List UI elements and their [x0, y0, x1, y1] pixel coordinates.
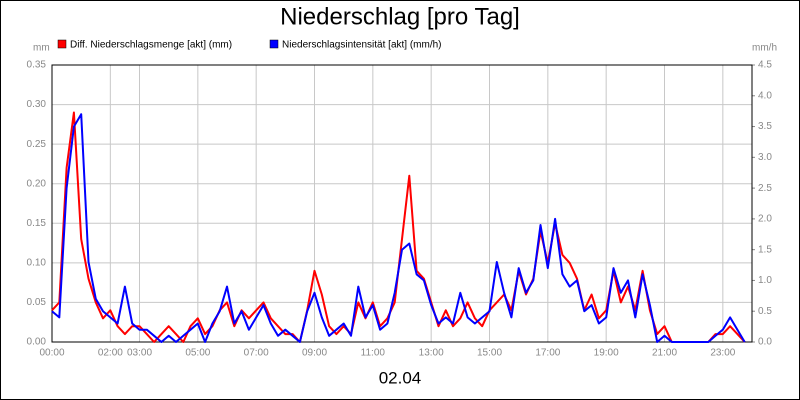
x-tick-label: 15:00	[477, 348, 502, 359]
x-tick-label: 23:00	[710, 348, 735, 359]
y-tick-label: 0.10	[27, 257, 47, 268]
legend-swatch	[269, 39, 279, 49]
plot-area	[52, 65, 752, 342]
y2-tick-label: 2.5	[758, 183, 772, 194]
x-axis-label: 02.04	[379, 368, 422, 387]
legend-label: Niederschlagsintensität [akt] (mm/h)	[282, 40, 442, 51]
x-tick-label: 07:00	[244, 348, 269, 359]
plot-border	[51, 64, 753, 343]
x-tick-label: 21:00	[652, 348, 677, 359]
y2-axis-unit: mm/h	[752, 43, 777, 54]
legend-label: Diff. Niederschlagsmenge [akt] (mm)	[70, 40, 232, 51]
y2-tick-label: 1.0	[758, 275, 772, 286]
y2-tick-label: 3.0	[758, 152, 772, 163]
x-tick-label: 00:00	[39, 348, 64, 359]
chart-title: Niederschlag [pro Tag]	[280, 3, 520, 30]
y-tick-label: 0.00	[27, 337, 47, 348]
y-tick-label: 0.20	[27, 178, 47, 189]
x-tick-label: 02:00	[98, 348, 123, 359]
y-tick-label: 0.25	[27, 139, 47, 150]
y2-tick-label: 0.0	[758, 337, 772, 348]
x-tick-label: 09:00	[302, 348, 327, 359]
y-tick-label: 0.15	[27, 218, 47, 229]
y2-tick-label: 0.5	[758, 306, 772, 317]
x-tick-label: 17:00	[535, 348, 560, 359]
y-axis-unit: mm	[33, 43, 50, 54]
x-tick-label: 19:00	[594, 348, 619, 359]
y2-tick-label: 3.5	[758, 121, 772, 132]
y2-tick-label: 1.5	[758, 244, 772, 255]
y2-tick-label: 4.5	[758, 60, 772, 71]
y2-tick-label: 2.0	[758, 214, 772, 225]
x-tick-label: 13:00	[419, 348, 444, 359]
legend-swatch	[57, 39, 67, 49]
series-line	[51, 113, 746, 343]
y2-tick-label: 4.0	[758, 90, 772, 101]
x-tick-label: 11:00	[361, 348, 386, 359]
y-tick-label: 0.05	[27, 297, 47, 308]
x-tick-label: 03:00	[127, 348, 152, 359]
x-tick-label: 05:00	[185, 348, 210, 359]
y-tick-label: 0.30	[27, 99, 47, 110]
y-tick-label: 0.35	[27, 60, 47, 71]
